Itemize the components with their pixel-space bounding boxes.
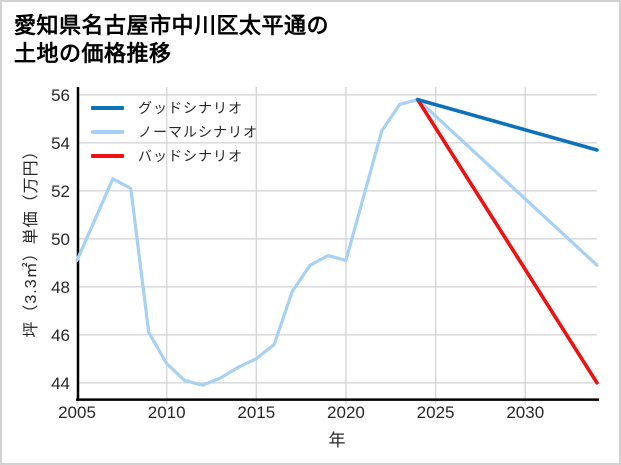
y-tick-label: 44 bbox=[51, 374, 70, 393]
legend-label-bad: バッドシナリオ bbox=[138, 148, 243, 164]
series-line-バッドシナリオ bbox=[415, 97, 599, 385]
x-tick-label: 2025 bbox=[417, 403, 455, 422]
legend-label-good: グッドシナリオ bbox=[138, 100, 243, 116]
y-tick-label: 56 bbox=[51, 86, 70, 105]
series-line-ノーマルシナリオ bbox=[75, 97, 599, 387]
legend-label-normal: ノーマルシナリオ bbox=[138, 124, 258, 140]
y-tick-label: 52 bbox=[51, 182, 70, 201]
legend-swatch-bad bbox=[91, 154, 124, 158]
x-tick-label: 2020 bbox=[327, 403, 365, 422]
y-tick-label: 50 bbox=[51, 230, 70, 249]
series-line-グッドシナリオ bbox=[415, 97, 599, 152]
chart-title: 愛知県名古屋市中川区太平通の 土地の価格推移 bbox=[14, 12, 329, 68]
y-tick-label: 48 bbox=[51, 278, 70, 297]
chart-title-line2: 土地の価格推移 bbox=[14, 41, 172, 66]
legend-swatch-normal bbox=[91, 130, 124, 134]
x-tick-label: 2030 bbox=[506, 403, 544, 422]
legend-item-good: グッドシナリオ bbox=[91, 96, 258, 120]
x-tick-label: 2010 bbox=[148, 403, 186, 422]
legend-item-normal: ノーマルシナリオ bbox=[91, 120, 258, 144]
y-axis-label: 坪（3.3㎡）単価（万円） bbox=[23, 142, 40, 338]
x-tick-label: 2015 bbox=[237, 403, 275, 422]
legend: グッドシナリオ ノーマルシナリオ バッドシナリオ bbox=[91, 96, 258, 168]
x-tick-label: 2005 bbox=[58, 403, 96, 422]
x-axis-label: 年 bbox=[328, 431, 346, 450]
y-tick-label: 46 bbox=[51, 326, 70, 345]
chart-title-line1: 愛知県名古屋市中川区太平通の bbox=[14, 13, 330, 38]
y-tick-label: 54 bbox=[51, 134, 70, 153]
legend-item-bad: バッドシナリオ bbox=[91, 144, 258, 168]
legend-swatch-good bbox=[91, 106, 124, 110]
